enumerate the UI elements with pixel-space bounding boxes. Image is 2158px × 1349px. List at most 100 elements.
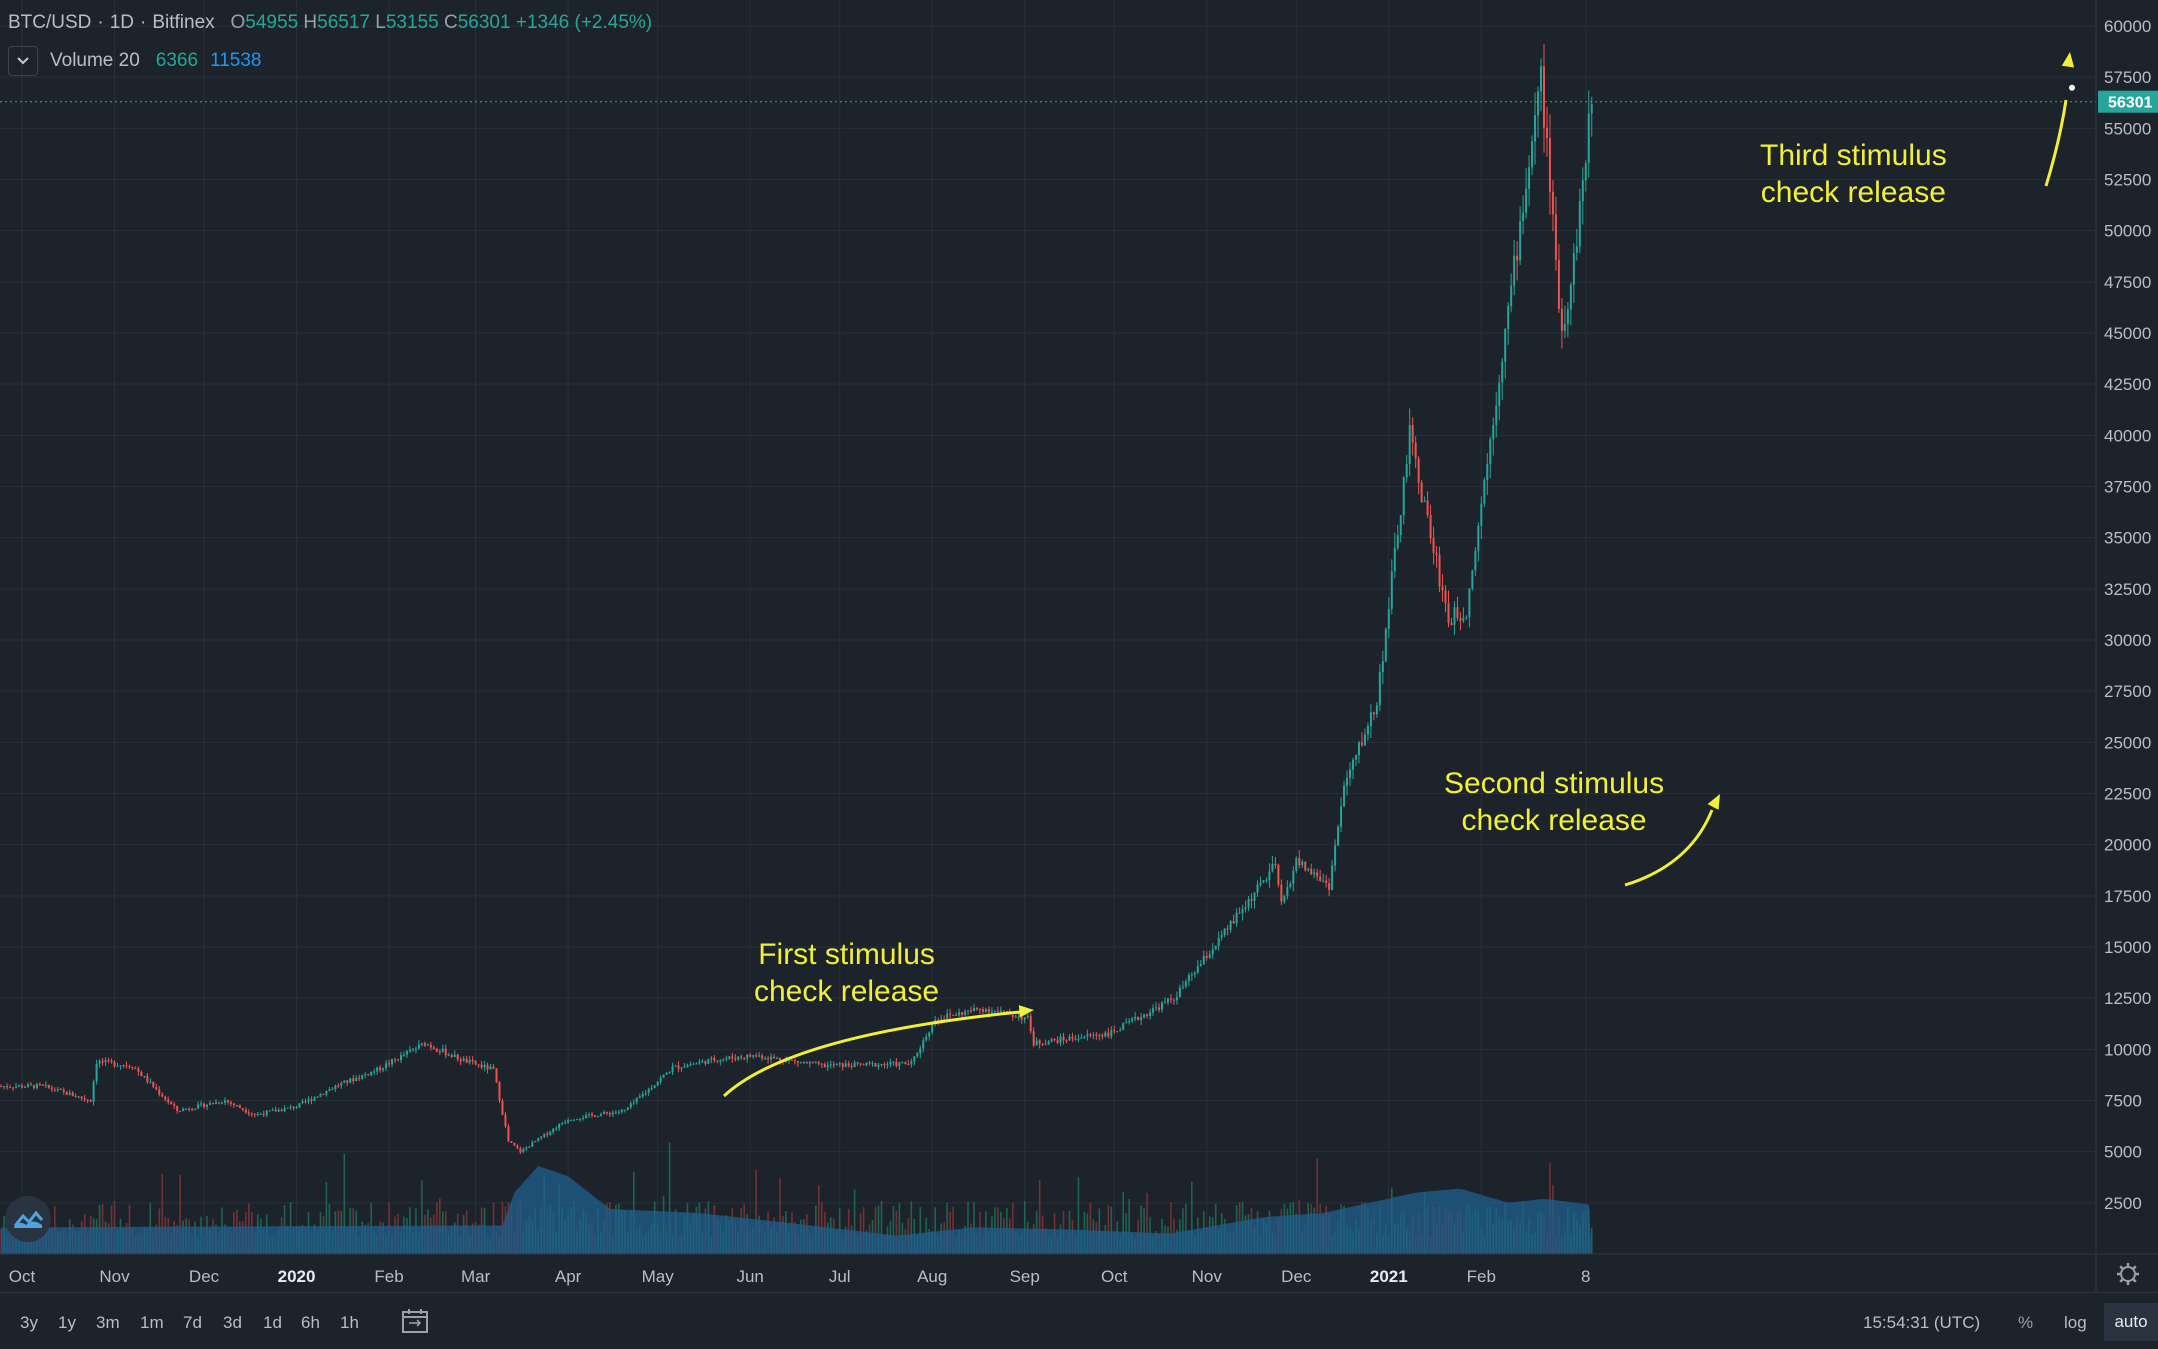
candle-body: [1098, 1035, 1101, 1037]
price-tick-label: 47500: [2104, 273, 2151, 292]
candle-body: [259, 1113, 262, 1115]
high-value: 56517: [317, 12, 370, 33]
range-1h-button[interactable]: 1h: [340, 1313, 359, 1332]
candle-body: [74, 1096, 77, 1098]
candle-body: [128, 1066, 131, 1068]
candle-body: [710, 1057, 713, 1060]
tradingview-logo[interactable]: [5, 1196, 51, 1242]
candle-body: [1068, 1036, 1071, 1041]
candle-body: [1220, 935, 1223, 938]
candle-body: [1444, 590, 1447, 604]
candle-body: [1092, 1034, 1095, 1036]
candle-body: [474, 1061, 477, 1065]
candle-body: [1334, 845, 1337, 866]
volume-name[interactable]: Volume 20: [50, 50, 140, 71]
candle-body: [588, 1114, 591, 1116]
candle-body: [543, 1133, 546, 1137]
annotation-arrowhead: [1707, 794, 1720, 810]
volume-bar: [1023, 1200, 1026, 1254]
range-6h-button[interactable]: 6h: [301, 1313, 320, 1332]
candle-body: [304, 1101, 307, 1103]
candle-body: [107, 1060, 110, 1062]
range-7d-button[interactable]: 7d: [183, 1313, 202, 1332]
candle-body: [826, 1065, 829, 1068]
candle-body: [0, 1086, 3, 1088]
candle-body: [125, 1065, 128, 1067]
candle-body: [1047, 1041, 1050, 1045]
percent-toggle[interactable]: %: [2018, 1313, 2034, 1332]
candle-body: [402, 1054, 405, 1056]
candle-body: [1032, 1031, 1035, 1046]
candle-body: [194, 1108, 197, 1110]
candle-body: [1325, 880, 1328, 884]
candle-body: [274, 1109, 277, 1112]
annotation-arrows: [722, 52, 2075, 1098]
candle-body: [489, 1066, 492, 1070]
candle-body: [1402, 477, 1405, 516]
annotation-line: Third stimulus: [1760, 139, 1947, 172]
candle-body: [1241, 908, 1244, 914]
candle-body: [1563, 324, 1566, 331]
candle-body: [277, 1109, 280, 1112]
candle-body: [358, 1077, 361, 1079]
range-1d-button[interactable]: 1d: [263, 1313, 282, 1332]
candle-body: [910, 1061, 913, 1065]
candle-body: [1531, 141, 1534, 168]
candle-body: [1537, 91, 1540, 116]
candle-body: [1331, 865, 1334, 890]
time-tick-label: Feb: [374, 1267, 403, 1286]
candle-body: [856, 1062, 859, 1064]
candle-body: [1343, 785, 1346, 807]
volume-bar: [1107, 1205, 1110, 1254]
candle-body: [626, 1107, 629, 1110]
date-range-icon[interactable]: [400, 1307, 430, 1335]
volume-bar: [1146, 1192, 1148, 1254]
candle-body: [820, 1063, 823, 1065]
candle-body: [113, 1061, 116, 1067]
candle-body: [98, 1060, 101, 1064]
candle-body: [1128, 1020, 1131, 1023]
utc-time[interactable]: 15:54:31 (UTC): [1863, 1313, 1981, 1332]
range-1m-button[interactable]: 1m: [140, 1313, 164, 1332]
volume-bar: [1077, 1177, 1080, 1254]
auto-toggle[interactable]: auto: [2104, 1303, 2158, 1341]
candle-body: [441, 1048, 444, 1052]
candle-body: [56, 1088, 59, 1091]
candle-body: [477, 1064, 480, 1066]
candle-body: [922, 1040, 925, 1049]
candle-body: [555, 1128, 558, 1130]
interval-label[interactable]: 1D: [109, 12, 135, 33]
volume-bar: [1170, 1202, 1172, 1254]
candle-body: [1581, 180, 1584, 202]
symbol-label[interactable]: BTC/USD: [8, 12, 92, 33]
candle-body: [1080, 1037, 1083, 1039]
volume-bar: [1089, 1202, 1092, 1254]
chevron-down-icon: [17, 57, 29, 65]
candle-body: [1417, 458, 1420, 483]
candle-body: [999, 1010, 1002, 1012]
settings-gear-icon[interactable]: [2117, 1263, 2139, 1285]
candle-body: [838, 1063, 841, 1065]
candle-body: [937, 1019, 940, 1021]
volume-bar: [1110, 1206, 1113, 1254]
log-toggle[interactable]: log: [2064, 1313, 2087, 1332]
candle-body: [871, 1063, 874, 1065]
candle-body: [1378, 672, 1381, 706]
candle-body: [41, 1084, 44, 1086]
range-1y-button[interactable]: 1y: [58, 1313, 76, 1332]
range-3y-button[interactable]: 3y: [20, 1313, 38, 1332]
candle-body: [1161, 1002, 1164, 1010]
candle-body: [361, 1075, 364, 1079]
range-3m-button[interactable]: 3m: [96, 1313, 120, 1332]
candle-body: [1152, 1008, 1155, 1013]
volume-ma-area: [1, 1165, 1592, 1254]
candle-body: [1149, 1012, 1152, 1017]
candle-body: [1483, 480, 1486, 504]
range-3d-button[interactable]: 3d: [223, 1313, 242, 1332]
candle-body: [158, 1089, 161, 1095]
candle-body: [21, 1085, 23, 1088]
collapse-button[interactable]: [8, 46, 38, 76]
bottom-toolbar: 3y 1y 3m 1m 7d 3d 1d 6h 1h 15:54:31 (UTC…: [0, 1292, 2158, 1349]
candle-body: [1113, 1030, 1116, 1032]
